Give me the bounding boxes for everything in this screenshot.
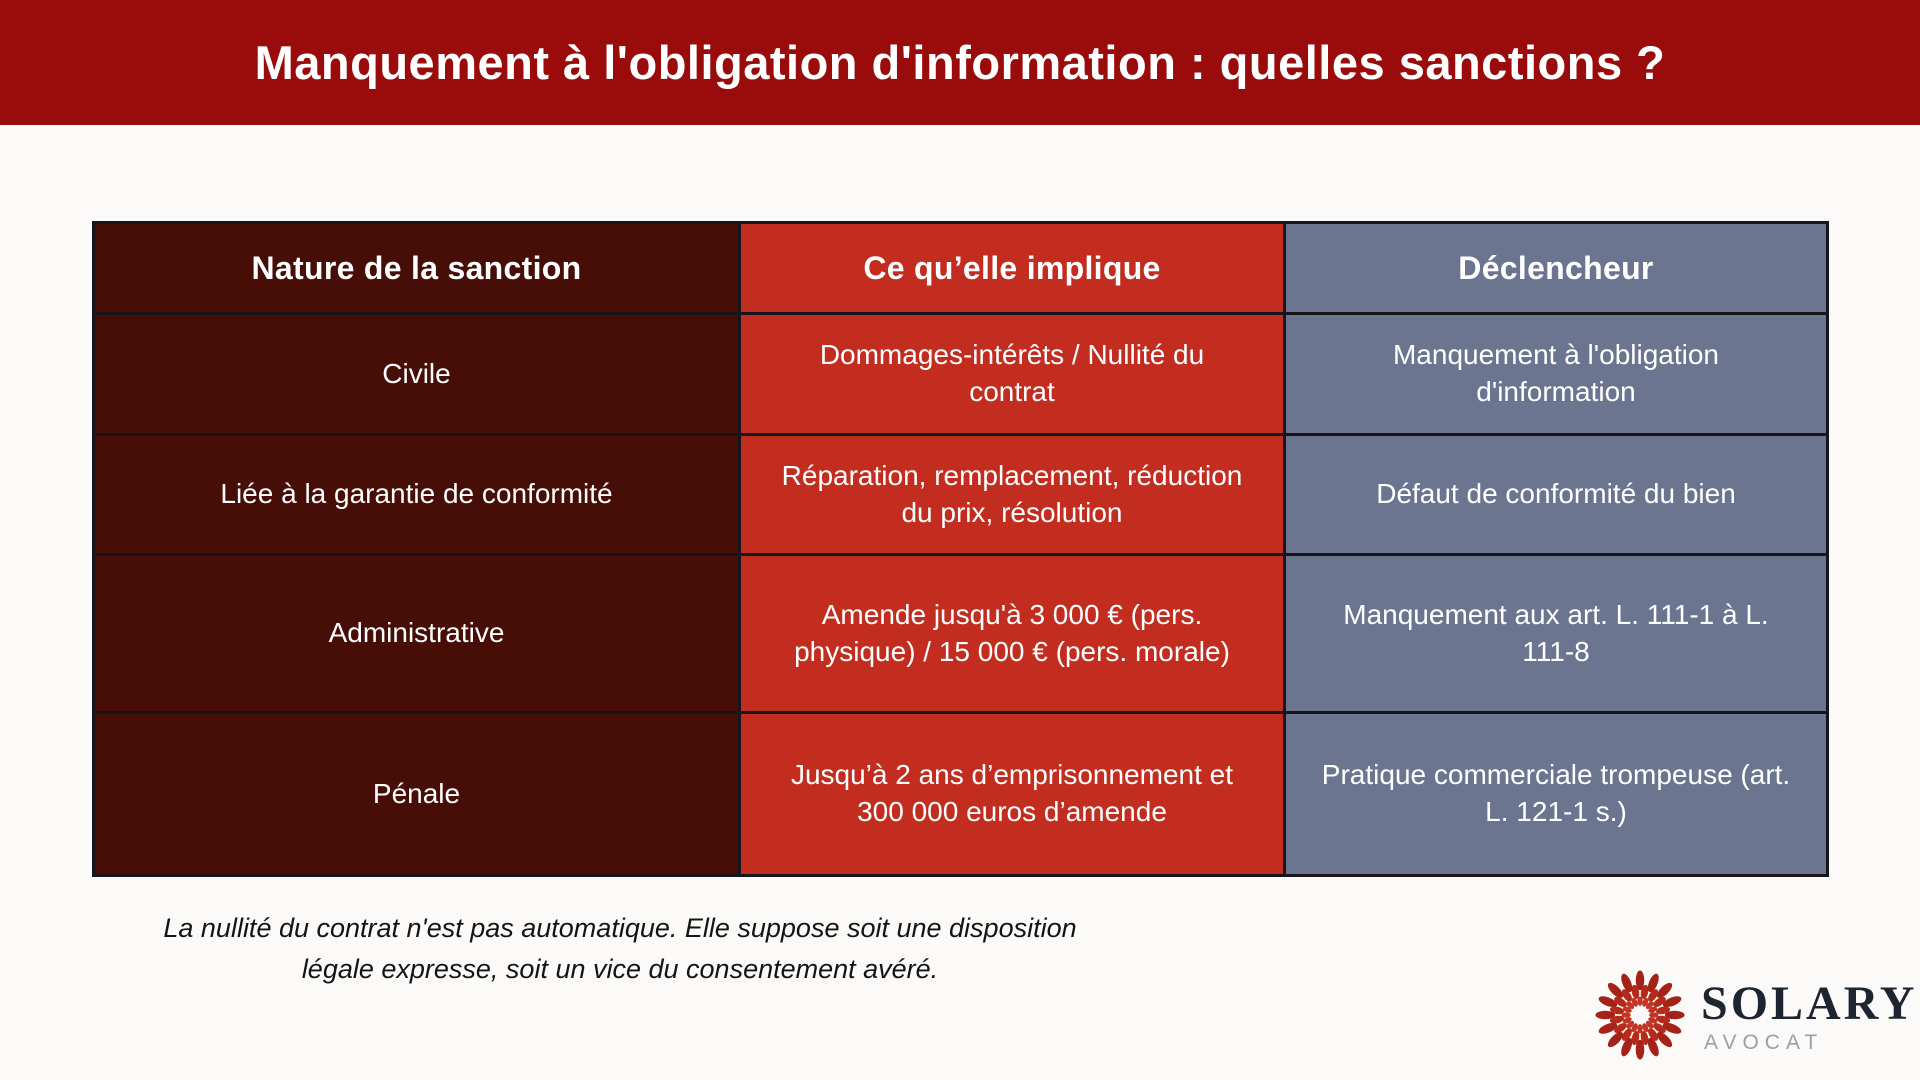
title-banner: Manquement à l'obligation d'information … <box>0 0 1920 125</box>
table-row-civile-declencheur: Manquement à l'obligation d'information <box>1286 315 1826 433</box>
table-row-penale-implique: Jusqu’à 2 ans d’emprisonnement et 300 00… <box>741 714 1283 874</box>
sanctions-table: Nature de la sanction Ce qu’elle impliqu… <box>92 221 1829 877</box>
column-header-nature: Nature de la sanction <box>95 224 738 312</box>
page-title: Manquement à l'obligation d'information … <box>254 36 1666 89</box>
table-row-conformite-declencheur: Défaut de conformité du bien <box>1286 436 1826 553</box>
footnote-line-2: légale expresse, soit un vice du consent… <box>301 953 939 984</box>
solary-logo: SOLARY AVOCAT <box>1593 968 1917 1062</box>
table-row-conformite-nature: Liée à la garantie de conformité <box>95 436 738 553</box>
footnote: La nullité du contrat n'est pas automati… <box>120 908 1120 989</box>
table-row-penale-nature: Pénale <box>95 714 738 874</box>
column-header-declencheur: Déclencheur <box>1286 224 1826 312</box>
starburst-icon <box>1595 970 1685 1060</box>
logo-name: SOLARY <box>1701 977 1918 1030</box>
table-row-administrative-implique: Amende jusqu'à 3 000 € (pers. physique) … <box>741 556 1283 711</box>
table-row-administrative-nature: Administrative <box>95 556 738 711</box>
table-row-administrative-declencheur: Manquement aux art. L. 111-1 à L. 111-8 <box>1286 556 1826 711</box>
table-row-conformite-implique: Réparation, remplacement, réduction du p… <box>741 436 1283 553</box>
footnote-line-1: La nullité du contrat n'est pas automati… <box>163 913 1077 943</box>
table-row-penale-declencheur: Pratique commerciale trompeuse (art. L. … <box>1286 714 1826 874</box>
logo-text-block: SOLARY AVOCAT <box>1701 968 1918 1054</box>
column-header-implique: Ce qu’elle implique <box>741 224 1283 312</box>
table-row-civile-nature: Civile <box>95 315 738 433</box>
logo-subtitle: AVOCAT <box>1704 1031 1824 1054</box>
table-row-civile-implique: Dommages-intérêts / Nullité du contrat <box>741 315 1283 433</box>
